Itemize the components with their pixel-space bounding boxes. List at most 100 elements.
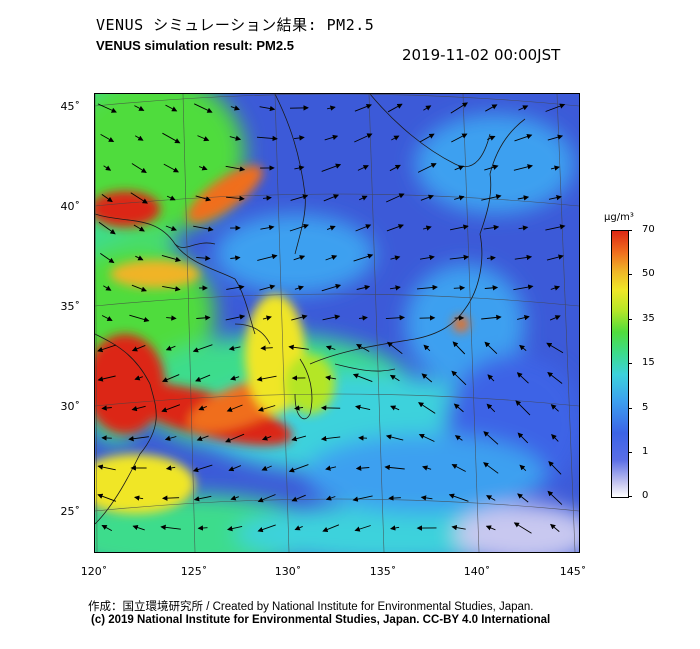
- wind-arrow: [192, 464, 213, 473]
- wind-arrow: [485, 104, 498, 112]
- wind-arrow: [547, 371, 563, 384]
- wind-arrow: [513, 164, 533, 171]
- wind-arrow: [483, 224, 500, 231]
- wind-arrow: [161, 254, 181, 262]
- wind-arrow: [513, 522, 532, 534]
- wind-arrow: [519, 344, 527, 351]
- wind-arrow: [101, 405, 112, 411]
- wind-arrow: [257, 494, 276, 503]
- wind-arrow: [294, 525, 303, 531]
- wind-arrow: [513, 284, 534, 291]
- wind-arrow: [352, 495, 373, 502]
- colorbar: [611, 230, 629, 498]
- wind-arrow: [134, 105, 145, 111]
- wind-arrow: [97, 344, 117, 353]
- wind-arrow: [100, 253, 115, 264]
- wind-arrow: [325, 375, 337, 381]
- wind-arrow: [134, 375, 143, 381]
- wind-arrow: [103, 165, 112, 171]
- wind-arrow: [193, 495, 212, 502]
- colorbar-tick-70: 70: [642, 224, 655, 235]
- wind-arrow: [97, 493, 117, 502]
- wind-arrow: [257, 405, 276, 412]
- wind-arrow: [256, 375, 277, 382]
- wind-arrow: [294, 165, 305, 171]
- wind-arrow: [388, 495, 401, 501]
- wind-arrow: [230, 495, 239, 501]
- wind-arrow: [160, 524, 181, 531]
- high-concentration-areas: [95, 165, 469, 514]
- lat-label-30: 30˚: [60, 400, 81, 413]
- wind-arrow: [324, 134, 339, 141]
- wind-arrow: [132, 524, 145, 531]
- wind-arrow: [226, 284, 245, 290]
- wind-arrow: [164, 435, 177, 441]
- wind-arrow: [165, 345, 176, 351]
- wind-arrow: [550, 165, 560, 171]
- credit-line-2: (c) 2019 National Institute for Environm…: [91, 614, 551, 626]
- lon-label-130: 130˚: [274, 565, 302, 578]
- wind-arrow: [260, 224, 275, 231]
- wind-arrow: [162, 495, 180, 501]
- wind-arrow: [163, 163, 179, 173]
- wind-arrow: [260, 345, 273, 351]
- wind-arrow: [549, 315, 561, 321]
- lat-label-40: 40˚: [60, 200, 81, 213]
- wind-arrow: [288, 344, 309, 350]
- wind-arrow: [421, 373, 433, 383]
- wind-arrow: [387, 103, 403, 113]
- wind-arrow: [101, 524, 113, 531]
- wind-arrow: [545, 103, 566, 112]
- wind-arrow: [519, 464, 527, 472]
- wind-arrow: [452, 341, 466, 355]
- wind-arrow: [131, 344, 146, 352]
- wind-arrow: [225, 314, 246, 321]
- wind-arrow: [262, 195, 272, 201]
- wind-arrow: [484, 164, 499, 171]
- wind-arrow: [484, 285, 499, 291]
- wind-arrow: [514, 254, 533, 261]
- wind-arrow: [294, 405, 304, 411]
- wind-arrow: [454, 435, 463, 441]
- wind-arrow: [259, 105, 276, 112]
- wind-arrow: [517, 432, 529, 444]
- wind-arrow: [166, 315, 177, 321]
- wind-arrow: [487, 135, 496, 141]
- wind-arrow: [454, 165, 465, 171]
- title-japanese: VENUS シミュレーション結果: PM2.5: [96, 16, 375, 34]
- wind-arrow: [486, 403, 496, 413]
- wind-arrow: [423, 105, 432, 111]
- wind-arrow: [161, 404, 181, 413]
- wind-arrow: [486, 495, 496, 501]
- wind-arrow: [419, 133, 435, 143]
- wind-arrow: [289, 223, 309, 232]
- wind-arrow: [389, 374, 400, 382]
- wind-arrow: [320, 435, 341, 442]
- wind-arrow: [98, 221, 116, 235]
- wind-arrow: [321, 163, 342, 172]
- wind-arrow: [194, 103, 213, 113]
- wind-arrow: [325, 345, 336, 351]
- wind-arrow: [354, 103, 372, 112]
- wind-arrow: [355, 224, 372, 232]
- wind-arrow: [420, 495, 433, 501]
- wind-arrow: [417, 163, 437, 173]
- wind-arrow: [385, 434, 404, 441]
- colorbar-tick-0: 0: [642, 490, 649, 501]
- wind-arrow: [354, 133, 373, 143]
- wind-arrow: [192, 344, 213, 353]
- wind-arrow: [451, 133, 468, 143]
- wind-arrow: [546, 254, 564, 261]
- wind-arrow: [101, 194, 113, 203]
- colorbar-tick-35: 35: [642, 313, 655, 324]
- wind-arrow: [229, 135, 242, 141]
- wind-arrow: [195, 374, 211, 382]
- wind-arrow: [418, 402, 436, 414]
- wind-arrow: [293, 255, 306, 261]
- wind-arrow: [514, 133, 533, 142]
- wind-arrow: [389, 164, 401, 172]
- wind-arrow: [230, 255, 241, 261]
- wind-arrow: [545, 224, 566, 231]
- coastlines: [95, 94, 526, 525]
- wind-arrow: [517, 195, 530, 201]
